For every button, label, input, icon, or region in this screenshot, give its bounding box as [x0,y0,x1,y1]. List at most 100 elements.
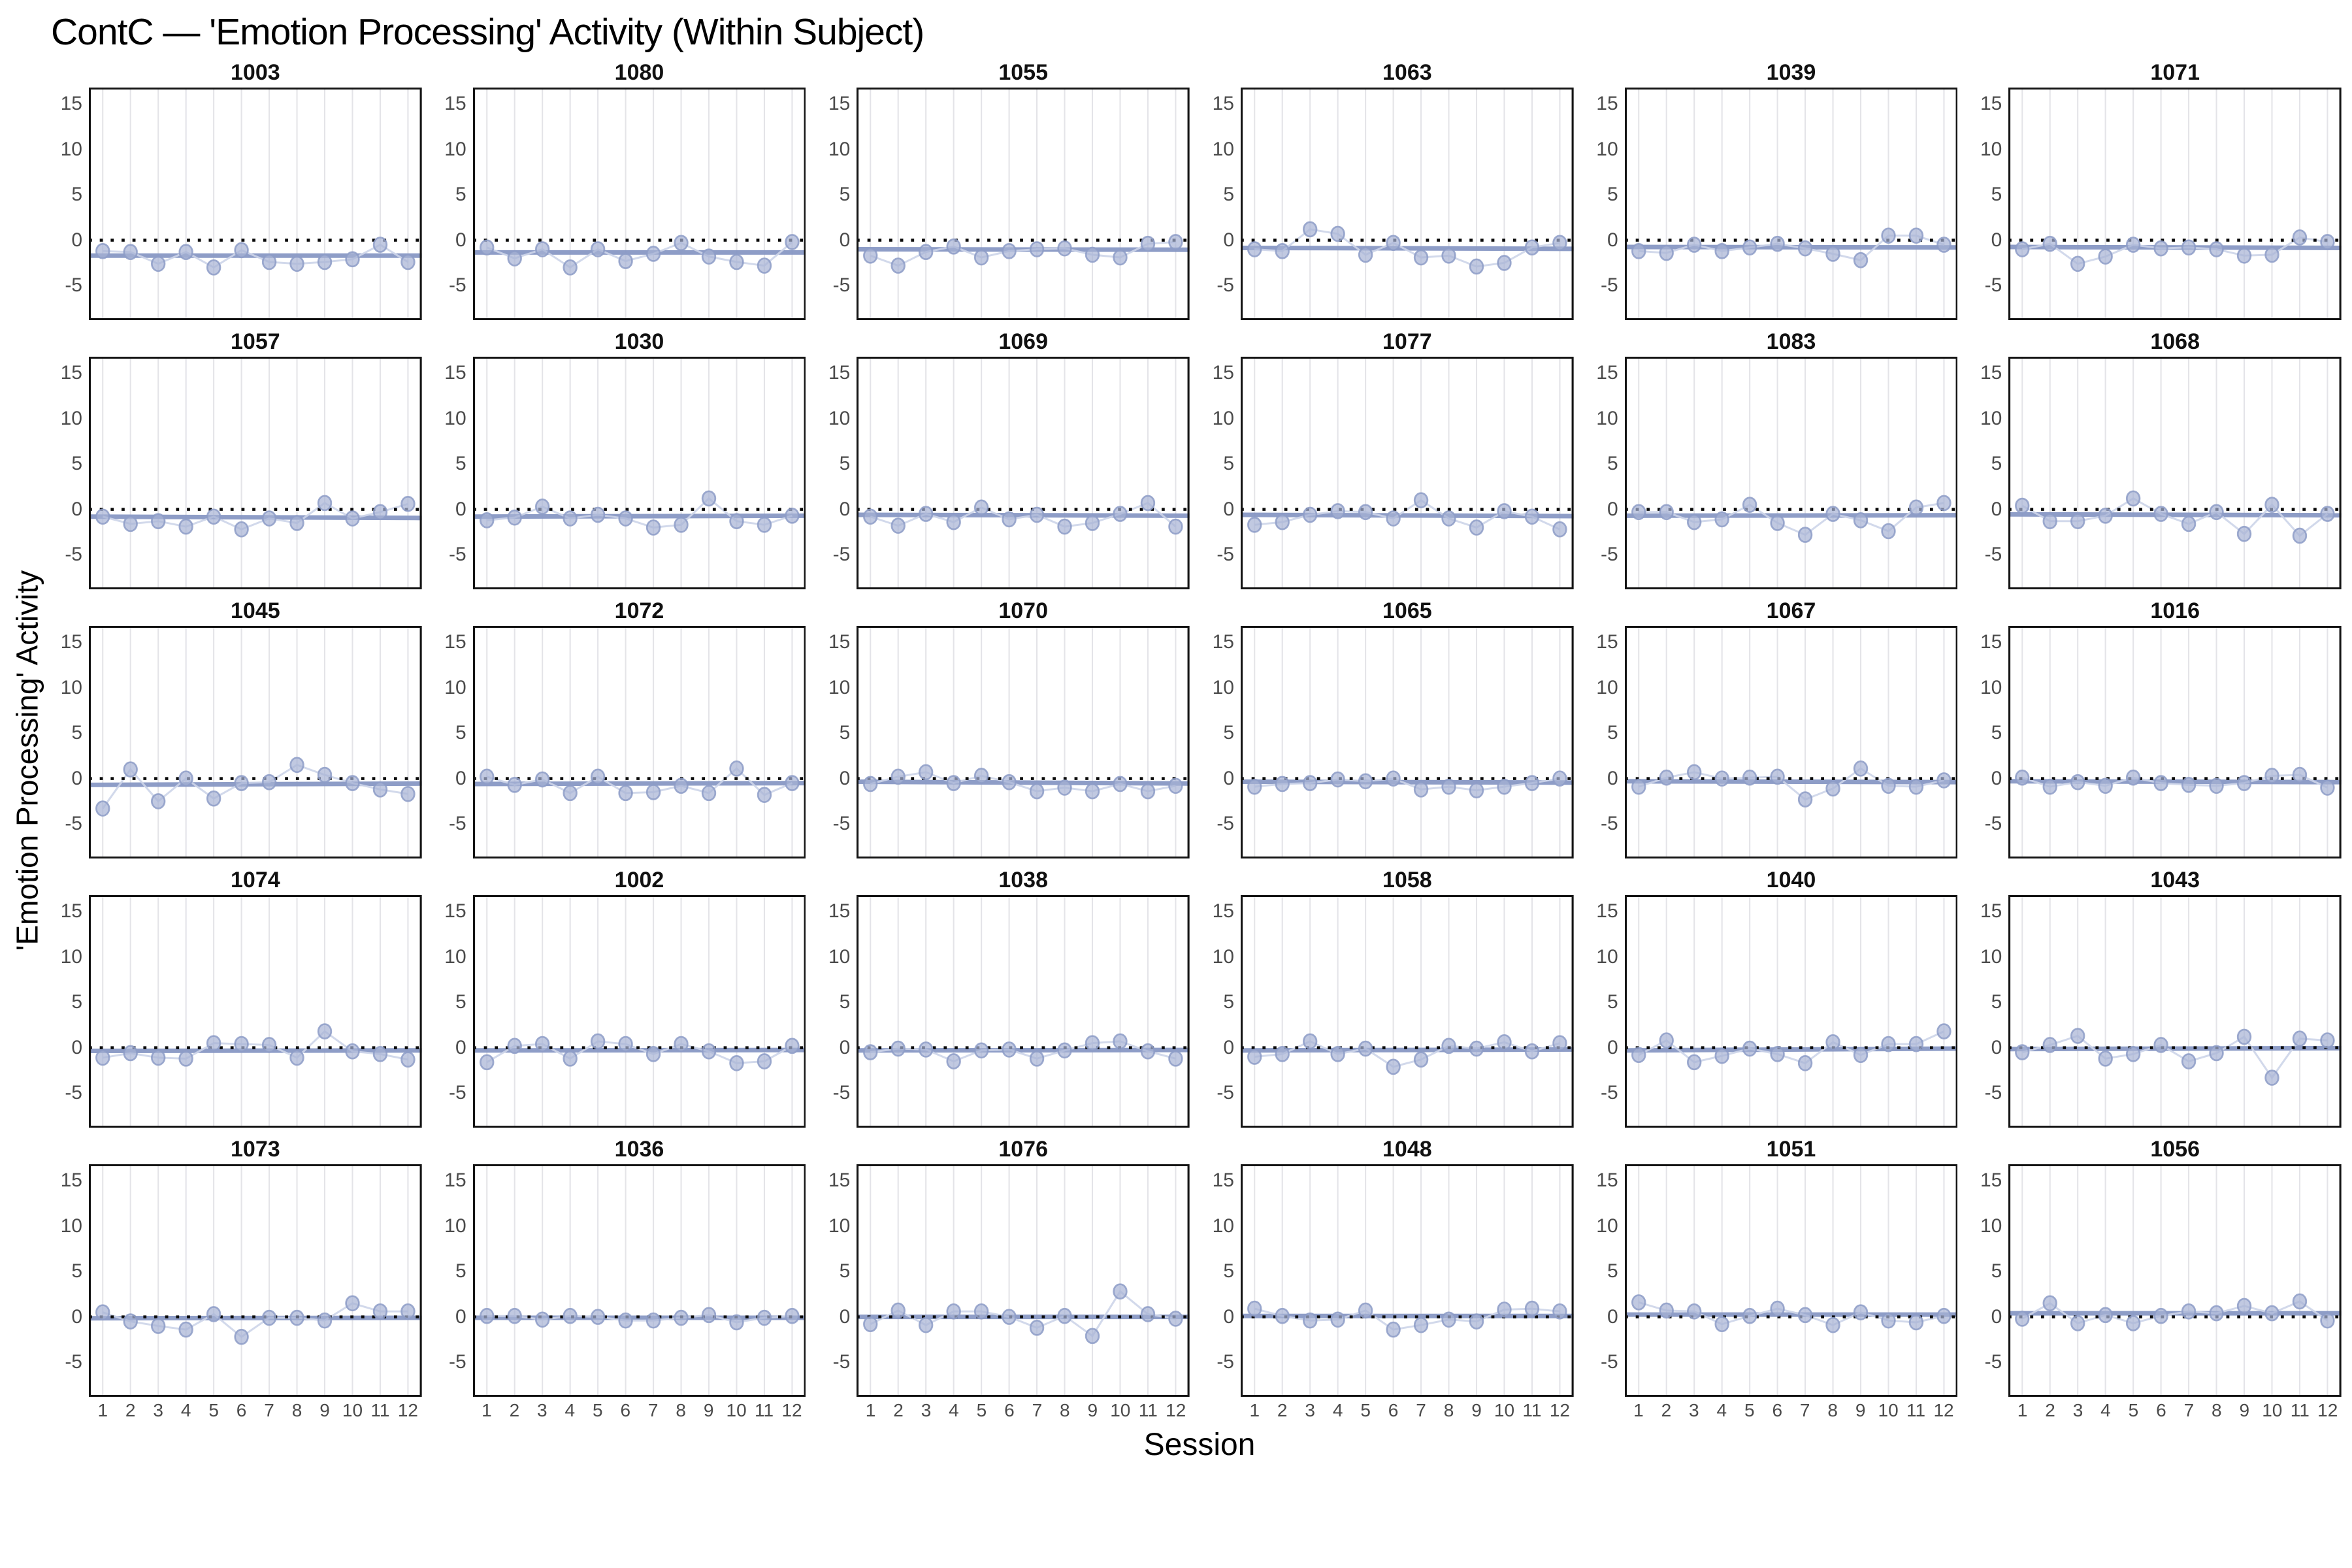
data-point [728,1054,744,1071]
facet-title: 1071 [2150,60,2200,85]
y-tick-label: 10 [444,138,466,160]
data-point [1441,1037,1456,1054]
data-point [2209,504,2225,521]
x-tick-label: 2 [1277,1400,1288,1420]
data-point [1085,246,1100,263]
data-point [1686,514,1702,531]
data-point [178,518,193,535]
x-tick-label: 2 [893,1400,904,1420]
data-point [95,800,110,817]
data-point [974,499,989,516]
data-point [890,1040,906,1057]
x-tick-label: 2 [509,1400,520,1420]
facet-1016: 1016 15 10 5 0 -5 [1967,596,2342,858]
y-tick-label: 5 [1991,991,2002,1013]
y-tick-label: 0 [455,1305,466,1328]
data-point [2209,241,2225,257]
data-point [757,1053,772,1070]
data-point [1413,249,1429,266]
data-point [974,249,989,266]
data-point [1552,1303,1567,1320]
y-axis-ticks: 15 10 5 0 -5 [1967,1164,2008,1397]
x-tick-label: 9 [1471,1400,1482,1420]
y-tick-label: 0 [1223,498,1234,520]
data-point [372,781,388,798]
x-tick-label: 4 [1332,1400,1343,1420]
data-point [2015,1311,2030,1327]
data-point [1714,1047,1729,1064]
data-point [1825,1316,1840,1333]
facet-1038: 1038 15 10 5 0 -5 [815,865,1190,1128]
data-point [728,1314,744,1331]
data-point [479,512,495,529]
y-tick-label: 5 [839,184,851,206]
data-point [1686,1054,1702,1071]
data-point [2015,1044,2030,1060]
data-point [863,1316,878,1333]
data-point [890,768,906,785]
data-point [645,1312,661,1329]
data-point [757,787,772,803]
data-point [2126,1315,2141,1331]
data-point [1524,508,1540,525]
facet-panel [472,88,806,320]
x-tick-label: 10 [726,1400,747,1420]
data-point [1497,1301,1512,1318]
data-point [2237,525,2252,542]
data-point [674,1309,689,1326]
data-point [95,1049,110,1066]
data-point [1302,1033,1318,1050]
facet-title: 1055 [998,60,1048,85]
data-point [590,1033,605,1050]
facet-panel [2008,1164,2342,1397]
data-point [289,757,304,774]
y-tick-label: 10 [1596,945,1618,968]
x-tick-label: 7 [647,1400,659,1420]
data-point [2320,234,2335,250]
facet-title: 1077 [1382,329,1432,354]
data-point [2320,506,2335,522]
facet-1036: 1036 15 10 5 0 -5 1 2 3 4 5 6 7 8 9 10 11 12 [431,1134,806,1424]
y-tick-label: 5 [1991,722,2002,744]
data-point [261,1037,277,1053]
y-tick-label: 15 [1212,631,1234,653]
facet-title: 1016 [2150,598,2200,623]
data-point [757,516,772,533]
y-tick-label: 15 [1596,1169,1618,1192]
y-tick-label: 0 [71,1305,82,1328]
data-point [1275,776,1290,792]
data-point [2098,508,2114,524]
data-point [1247,778,1262,795]
y-tick-label: -5 [1600,1082,1618,1104]
data-point [2293,1030,2308,1047]
facet-panel [1624,895,1958,1128]
x-tick-label: 10 [1878,1400,1899,1420]
y-tick-label: -5 [832,274,851,297]
data-point [1441,510,1456,527]
data-point [1469,519,1484,536]
data-point [645,1046,661,1062]
facet-title: 1063 [1382,60,1432,85]
data-point [261,510,277,527]
x-axis-ticks: 1 2 3 4 5 6 7 8 9 10 11 12 [89,1397,422,1424]
data-point [1880,1036,1896,1053]
y-axis-ticks: 15 10 5 0 -5 [47,895,89,1128]
facet-1055: 1055 15 10 5 0 -5 [815,57,1190,320]
data-point [1386,235,1401,252]
data-point [2070,774,2085,791]
data-point [2015,769,2030,786]
x-tick-label: 10 [342,1400,363,1420]
data-point [1113,1283,1128,1299]
data-point [1386,1058,1401,1075]
facet-1040: 1040 15 10 5 0 -5 [1583,865,1958,1128]
data-point [2181,1053,2197,1070]
y-axis-ticks: 15 10 5 0 -5 [1583,626,1625,858]
y-tick-label: 5 [839,991,851,1013]
y-tick-label: -5 [448,813,466,835]
data-point [890,257,906,274]
x-axis-ticks: 1 2 3 4 5 6 7 8 9 10 11 12 [1241,1397,1574,1424]
data-point [2293,1293,2308,1310]
y-tick-label: 5 [455,184,466,206]
data-point [1002,511,1017,528]
x-tick-label: 4 [564,1400,576,1420]
